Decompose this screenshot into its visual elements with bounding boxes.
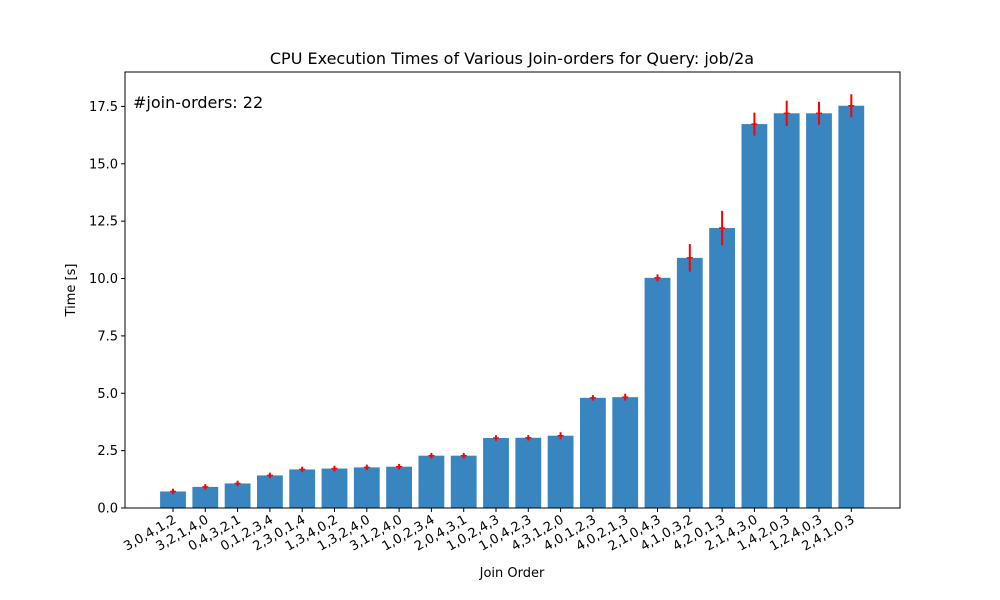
y-tick-label-1: 2.5 <box>97 444 118 459</box>
bar-10 <box>483 438 509 508</box>
bar-7 <box>386 466 412 508</box>
bar-18 <box>741 124 768 509</box>
bar-4 <box>289 469 316 508</box>
y-tick-label-0: 0.0 <box>97 502 118 517</box>
bars-group <box>160 105 865 509</box>
bar-20 <box>806 113 832 508</box>
bar-11 <box>515 437 542 508</box>
y-tick-label-6: 15.0 <box>89 157 118 172</box>
bar-6 <box>353 467 380 508</box>
bar-13 <box>580 397 606 508</box>
y-tick-label-3: 7.5 <box>97 329 118 344</box>
bar-9 <box>450 455 477 508</box>
bar-0 <box>160 491 186 508</box>
x-axis-label: Join Order <box>479 566 545 581</box>
bar-17 <box>709 228 735 508</box>
plot-frame <box>124 71 901 509</box>
bar-8 <box>418 455 445 508</box>
bar-21 <box>838 105 865 508</box>
x-axis: 3,0,4,1,23,2,1,4,00,4,3,2,10,1,2,3,42,3,… <box>121 508 857 554</box>
y-axis: 0.0 2.5 5.0 7.5 10.0 12.5 15.0 17.5 <box>89 100 125 517</box>
y-tick-label-4: 10.0 <box>89 272 118 287</box>
bar-12 <box>547 435 574 508</box>
y-tick-label-5: 12.5 <box>89 215 118 230</box>
bar-16 <box>676 257 703 508</box>
annotation-join-orders: #join-orders: 22 <box>133 93 263 112</box>
error-bars-group <box>170 94 855 495</box>
bar-3 <box>257 475 283 508</box>
bar-2 <box>224 483 251 508</box>
bar-14 <box>612 397 639 508</box>
y-axis-label: Time [s] <box>64 264 79 318</box>
bar-15 <box>644 277 671 508</box>
bar-5 <box>321 468 348 508</box>
bar-19 <box>773 113 800 508</box>
y-tick-label-7: 17.5 <box>89 100 118 115</box>
y-tick-label-2: 5.0 <box>97 387 118 402</box>
chart-title: CPU Execution Times of Various Join-orde… <box>270 49 754 68</box>
bar-1 <box>192 486 219 508</box>
